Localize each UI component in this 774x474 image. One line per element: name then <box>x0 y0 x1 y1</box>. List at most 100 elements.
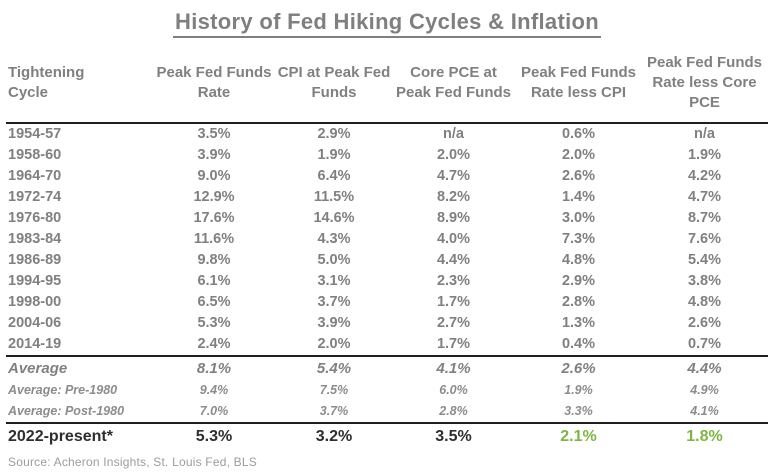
column-header-core-pce-at-peak: Core PCE at Peak Fed Funds <box>395 64 512 101</box>
cell-value: 2.4% <box>197 336 231 352</box>
cell-value: 7.0% <box>199 404 229 418</box>
table-row: Average: Post-1980 7.0% 3.7% 2.8% 3.3% 4.1% <box>6 401 768 423</box>
row-label: Average: Pre-1980 <box>8 383 118 397</box>
cell-value: 4.2% <box>687 168 722 184</box>
table-row: 2004-06 5.3% 3.9% 2.7% 1.3% 2.6% <box>6 313 768 334</box>
cell-value: 4.1% <box>690 404 719 418</box>
table-body: 1954-57 3.5% 2.9% n/a 0.6% n/a 1958-60 3.9% 1.9%… <box>6 123 768 450</box>
cell-value: 4.8% <box>687 294 722 310</box>
cell-value: 3.0% <box>561 210 596 226</box>
row-label: 1986-89 <box>8 252 62 268</box>
cell-value: 4.7% <box>436 168 471 184</box>
cell-value: 2.6% <box>687 315 722 331</box>
cell-value: 8.1% <box>196 360 232 377</box>
cell-value: 2.0% <box>436 147 471 163</box>
row-label: 1976-80 <box>8 210 62 226</box>
cell-value: 3.3% <box>564 404 593 418</box>
cell-value: 1.9% <box>687 147 722 163</box>
cell-value: 6.5% <box>197 294 231 310</box>
cell-value: 2.0% <box>317 336 351 352</box>
cell-value: 0.6% <box>561 126 596 142</box>
cell-value: 0.4% <box>561 336 596 352</box>
row-label: 2022-present* <box>8 428 113 445</box>
fed-cycles-table: Tightening Cycle Peak Fed Funds Rate CPI… <box>6 44 768 450</box>
table-row: 1994-95 6.1% 3.1% 2.3% 2.9% 3.8% <box>6 271 768 292</box>
cell-value: 1.7% <box>436 336 471 352</box>
title-container: History of Fed Hiking Cycles & Inflation <box>0 0 774 38</box>
cell-value: 14.6% <box>313 210 355 226</box>
cell-value: 7.5% <box>319 383 349 397</box>
row-label: Average: Post-1980 <box>8 404 125 418</box>
cell-value: 17.6% <box>193 210 235 226</box>
cell-value: 2.0% <box>561 147 596 163</box>
row-label: 1998-00 <box>8 294 62 310</box>
cell-value: 3.8% <box>687 273 722 289</box>
cell-value: 9.0% <box>197 168 231 184</box>
cell-value: 3.9% <box>317 315 351 331</box>
column-header-cpi-at-peak: CPI at Peak Fed Funds <box>277 64 391 101</box>
cell-value: 11.6% <box>193 231 235 247</box>
table-row: Average 8.1% 5.4% 4.1% 2.6% 4.4% <box>6 356 768 380</box>
column-header-less-cpi: Peak Fed Funds Rate less CPI <box>520 64 637 101</box>
table-row: 2022-present* 5.3% 3.2% 3.5% 2.1% 1.8% <box>6 423 768 450</box>
table-row: 1976-80 17.6% 14.6% 8.9% 3.0% 8.7% <box>6 208 768 229</box>
cell-value: 9.8% <box>197 252 231 268</box>
cell-value: 3.7% <box>319 404 349 418</box>
cell-value: 3.1% <box>317 273 351 289</box>
cell-value: 7.6% <box>687 231 722 247</box>
cell-value: 11.5% <box>313 189 355 205</box>
cell-value: 2.6% <box>561 360 596 377</box>
table-row: 1972-74 12.9% 11.5% 8.2% 1.4% 4.7% <box>6 187 768 208</box>
source-attribution: Source: Acheron Insights, St. Louis Fed,… <box>8 455 257 469</box>
cell-value: 4.4% <box>436 252 471 268</box>
cell-value: 4.8% <box>561 252 596 268</box>
cell-value: 2.9% <box>317 126 351 142</box>
cell-value: 1.9% <box>317 147 351 163</box>
row-label: 1972-74 <box>8 189 62 205</box>
cell-value: 7.3% <box>561 231 596 247</box>
table-row: 1983-84 11.6% 4.3% 4.0% 7.3% 7.6% <box>6 229 768 250</box>
cell-value: 2.8% <box>561 294 596 310</box>
row-label: 2014-19 <box>8 336 62 352</box>
cell-value: 4.3% <box>317 231 351 247</box>
cell-value: 6.0% <box>439 383 468 397</box>
cell-value: 2.8% <box>439 404 468 418</box>
cell-value: 1.3% <box>561 315 596 331</box>
cell-value: 1.7% <box>436 294 471 310</box>
cell-value: 6.1% <box>197 273 231 289</box>
cell-value: 3.9% <box>197 147 231 163</box>
row-label: 1958-60 <box>8 147 62 163</box>
cell-value: 5.3% <box>195 428 233 445</box>
column-header-less-core-pce: Peak Fed Funds Rate less Core PCE <box>646 54 763 111</box>
cell-value: 8.2% <box>436 189 471 205</box>
page-title: History of Fed Hiking Cycles & Inflation <box>173 9 601 38</box>
cell-value: 5.3% <box>197 315 231 331</box>
table-row: Average: Pre-1980 9.4% 7.5% 6.0% 1.9% 4.9% <box>6 380 768 401</box>
cell-value: 5.0% <box>317 252 351 268</box>
table-header: Tightening Cycle Peak Fed Funds Rate CPI… <box>6 44 768 123</box>
row-label: 1964-70 <box>8 168 62 184</box>
cell-value: 2.6% <box>561 168 596 184</box>
cell-value: 9.4% <box>199 383 229 397</box>
cell-value: 4.9% <box>690 383 719 397</box>
cell-value: 3.5% <box>435 428 472 445</box>
cell-value: n/a <box>443 126 464 142</box>
table-row: 1964-70 9.0% 6.4% 4.7% 2.6% 4.2% <box>6 166 768 187</box>
table-row: 1958-60 3.9% 1.9% 2.0% 2.0% 1.9% <box>6 145 768 166</box>
row-label: 1983-84 <box>8 231 62 247</box>
cell-value: 1.4% <box>561 189 596 205</box>
table-row: 2014-19 2.4% 2.0% 1.7% 0.4% 0.7% <box>6 334 768 356</box>
cell-value: 5.4% <box>316 360 352 377</box>
cell-value: 1.8% <box>686 428 723 445</box>
cell-value: 8.7% <box>687 210 722 226</box>
cell-value: 3.2% <box>315 428 353 445</box>
cell-value: 2.1% <box>560 428 597 445</box>
row-label: 1954-57 <box>8 126 62 142</box>
cell-value: 2.3% <box>436 273 471 289</box>
row-label: Average <box>8 360 68 377</box>
cell-value: 4.4% <box>687 360 722 377</box>
column-header-peak-fed-funds-rate: Peak Fed Funds Rate <box>156 64 272 101</box>
cell-value: 4.1% <box>436 360 471 377</box>
cell-value: 3.7% <box>317 294 351 310</box>
